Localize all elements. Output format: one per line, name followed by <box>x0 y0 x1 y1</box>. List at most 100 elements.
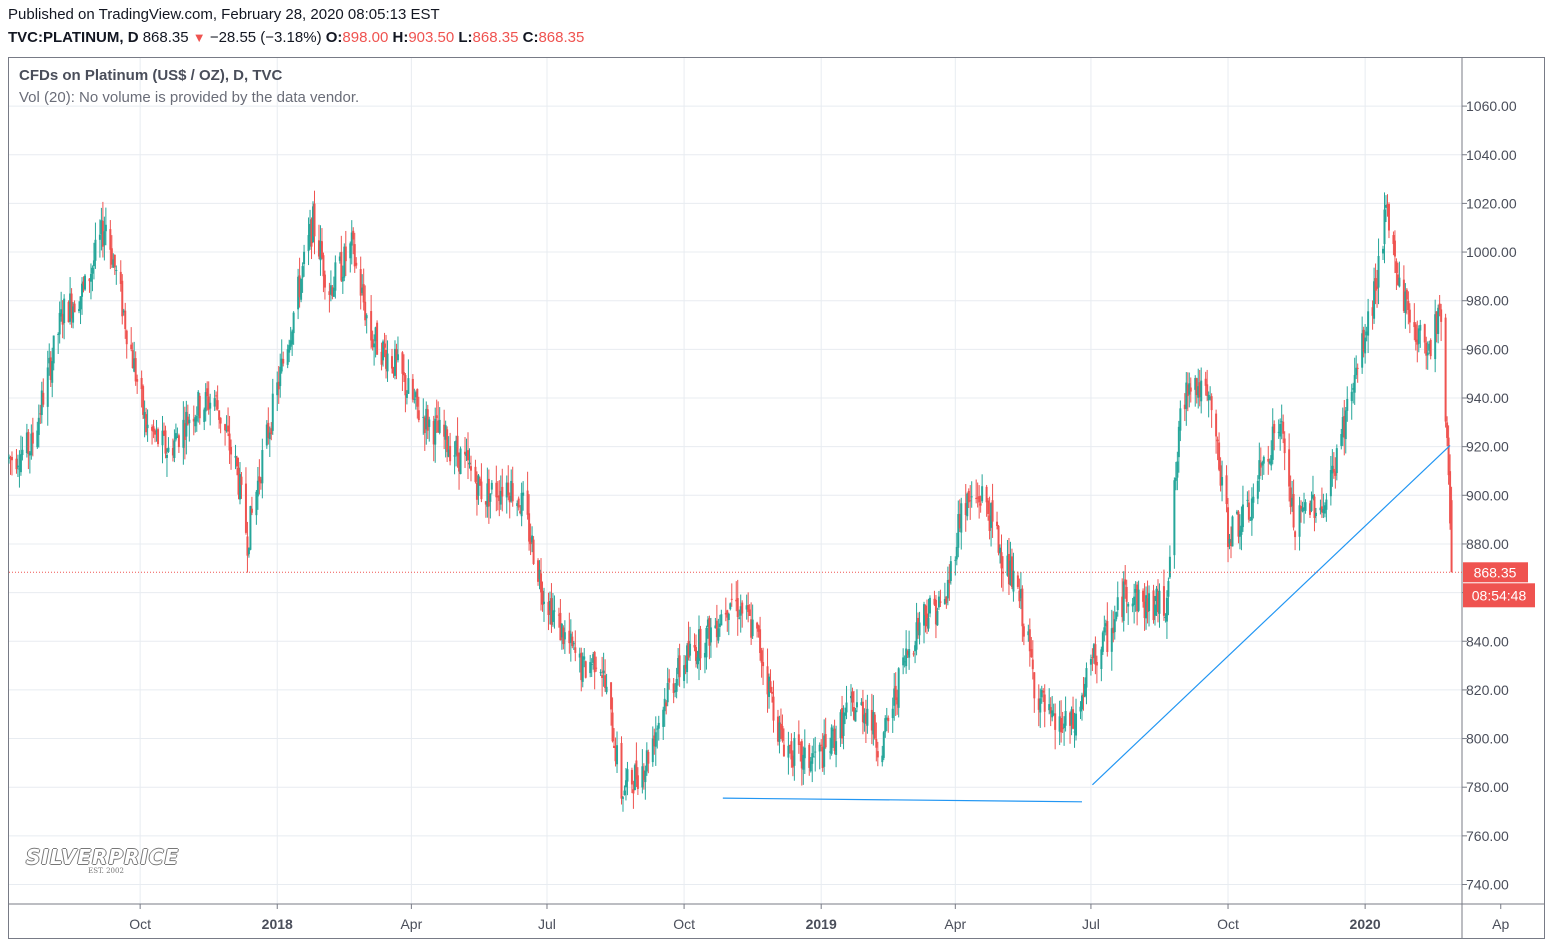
candle <box>1070 706 1073 736</box>
candle-body <box>1207 394 1210 401</box>
candle-body <box>1282 421 1285 434</box>
candle-body <box>1198 382 1201 398</box>
candle <box>1122 571 1125 632</box>
candle <box>1426 341 1429 370</box>
candle <box>745 594 748 620</box>
candle <box>291 329 294 356</box>
candle <box>1143 583 1146 631</box>
candle <box>779 708 782 740</box>
candle <box>768 673 771 709</box>
candle-body <box>526 490 529 515</box>
candle <box>100 207 103 251</box>
candle <box>215 391 218 411</box>
candle <box>422 398 425 435</box>
candle <box>537 558 540 586</box>
candle <box>165 448 168 477</box>
candle <box>250 496 253 516</box>
candle <box>675 667 678 699</box>
candle <box>1064 696 1067 732</box>
candle-body <box>487 478 490 507</box>
candle-body <box>1030 649 1033 657</box>
candle <box>28 451 31 474</box>
candle-body <box>301 266 304 278</box>
candle <box>154 428 157 443</box>
candle <box>706 616 709 639</box>
y-tick-label: 800.00 <box>1466 731 1509 747</box>
candle-body <box>520 492 523 517</box>
candle <box>133 341 136 373</box>
candle-body <box>468 462 471 465</box>
candle <box>328 282 331 313</box>
candle-body <box>633 765 636 790</box>
y-tick-label: 920.00 <box>1466 439 1509 455</box>
candle-body <box>551 610 554 622</box>
x-tick-label: Oct <box>673 916 695 932</box>
candle-body <box>40 390 43 415</box>
candle-body <box>1112 627 1115 634</box>
candle-body <box>88 278 91 282</box>
candle-body <box>1322 509 1325 513</box>
candle <box>902 648 905 675</box>
candle-body <box>915 622 918 650</box>
candle <box>37 404 40 448</box>
candle <box>1387 202 1390 239</box>
candle <box>401 351 404 392</box>
candle-body <box>964 503 967 516</box>
candle <box>1334 457 1337 489</box>
candle-body <box>695 647 698 661</box>
candle-body <box>1300 506 1303 509</box>
candle-body <box>477 475 480 496</box>
candle <box>1231 515 1234 547</box>
candle-body <box>157 429 160 445</box>
candle <box>924 604 927 633</box>
candle <box>511 466 514 507</box>
candle <box>1408 303 1411 334</box>
candle-body <box>307 235 310 252</box>
candle-body <box>244 483 247 533</box>
candle <box>265 420 268 449</box>
candle <box>776 709 779 746</box>
candle-body <box>745 605 748 610</box>
candle-body <box>1396 274 1399 285</box>
candle-body <box>821 746 824 769</box>
candle <box>872 695 875 746</box>
candle <box>678 643 681 687</box>
candle-body <box>760 650 763 663</box>
candle <box>1235 509 1238 515</box>
candle <box>338 252 341 264</box>
candle <box>280 339 283 374</box>
candle-body <box>517 498 520 508</box>
candle <box>474 459 477 484</box>
candle <box>414 390 417 410</box>
candle-body <box>390 356 393 369</box>
candle <box>718 614 721 637</box>
candle-body <box>1070 709 1073 725</box>
candle <box>1194 375 1197 407</box>
candle <box>1238 514 1241 550</box>
candle-body <box>605 686 608 693</box>
candle-body <box>140 377 143 390</box>
candle-body <box>841 708 844 739</box>
candle-body <box>1279 423 1282 437</box>
candle-body <box>912 653 915 655</box>
candle-body <box>882 732 885 758</box>
candle <box>839 709 842 747</box>
candle <box>832 725 835 748</box>
candle-body <box>133 358 136 372</box>
candle-body <box>662 709 665 727</box>
candle-body <box>1227 507 1230 547</box>
candle <box>560 623 563 650</box>
candle <box>852 690 855 721</box>
candle-body <box>657 722 660 729</box>
candle-body <box>946 580 949 599</box>
candle <box>520 482 523 527</box>
candle-body <box>1173 480 1176 556</box>
candle <box>697 615 700 681</box>
candle-body <box>1417 328 1420 344</box>
candle-body <box>72 306 75 323</box>
candle-body <box>435 415 438 419</box>
candle <box>359 256 362 310</box>
candle-body <box>1204 378 1207 386</box>
candle <box>19 435 22 476</box>
